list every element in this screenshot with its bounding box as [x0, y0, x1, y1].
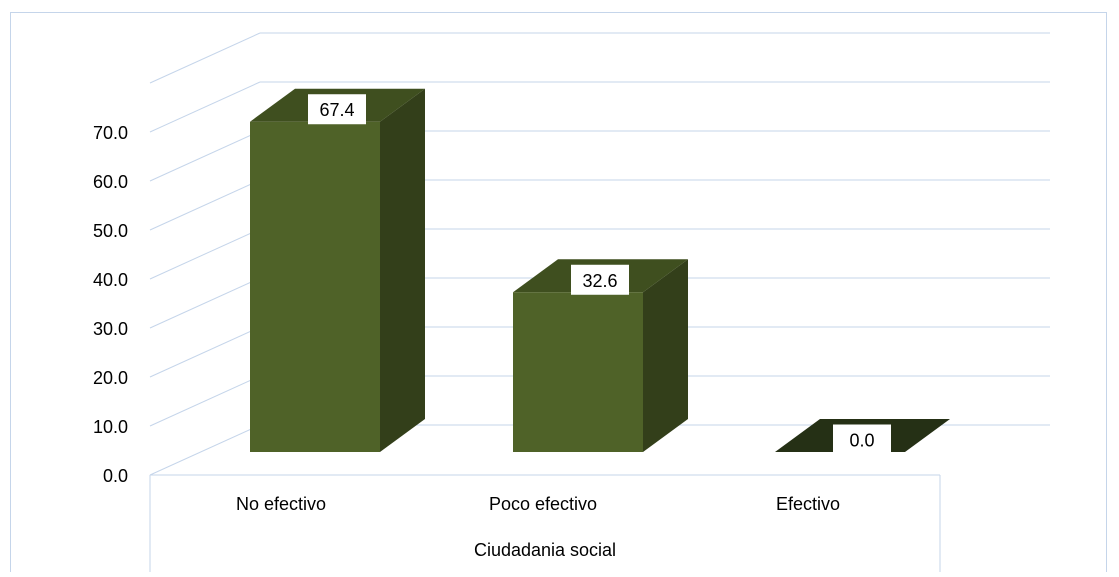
y-tick-label: 10.0 [93, 417, 128, 437]
x-tick-label: Poco efectivo [489, 494, 597, 514]
y-tick-label: 30.0 [93, 319, 128, 339]
bar: 32.6 [513, 259, 688, 452]
bar-front-face [513, 292, 643, 452]
x-tick-label: Efectivo [776, 494, 840, 514]
y-tick-labels: 0.0 10.0 20.0 30.0 40.0 50.0 60.0 70.0 [93, 123, 128, 486]
data-label: 67.4 [319, 100, 354, 120]
x-axis-title: Ciudadania social [474, 540, 616, 560]
data-label: 32.6 [582, 271, 617, 291]
gridline-diagonal [149, 326, 261, 378]
gridline-diagonal [149, 179, 261, 231]
gridline-diagonal [149, 375, 261, 427]
y-tick-label: 50.0 [93, 221, 128, 241]
gridline-diagonal [149, 130, 261, 182]
data-label-box [571, 264, 629, 295]
data-label-box [308, 94, 366, 125]
y-tick-label: 40.0 [93, 270, 128, 290]
data-label: 0.0 [849, 431, 874, 451]
bar-front-face [250, 121, 380, 453]
bar-side-face [643, 259, 688, 452]
y-tick-label: 70.0 [93, 123, 128, 143]
x-tick-labels: No efectivo Poco efectivo Efectivo [236, 494, 840, 514]
gridline-diagonal [149, 32, 261, 84]
bars: 67.4 32.6 0.0 [250, 88, 950, 455]
gridline-diagonal [149, 228, 261, 280]
y-tick-label: 20.0 [93, 368, 128, 388]
y-tick-label: 60.0 [93, 172, 128, 192]
bar-side-face [380, 88, 425, 453]
gridline-diagonal [149, 81, 261, 133]
gridline-diagonal [149, 424, 261, 476]
data-label-box [833, 424, 891, 455]
y-tick-label: 0.0 [103, 466, 128, 486]
x-tick-label: No efectivo [236, 494, 326, 514]
category-axis [149, 474, 941, 572]
bar: 0.0 [775, 419, 950, 455]
bar: 67.4 [250, 88, 425, 453]
gridline-diagonal [149, 277, 261, 329]
